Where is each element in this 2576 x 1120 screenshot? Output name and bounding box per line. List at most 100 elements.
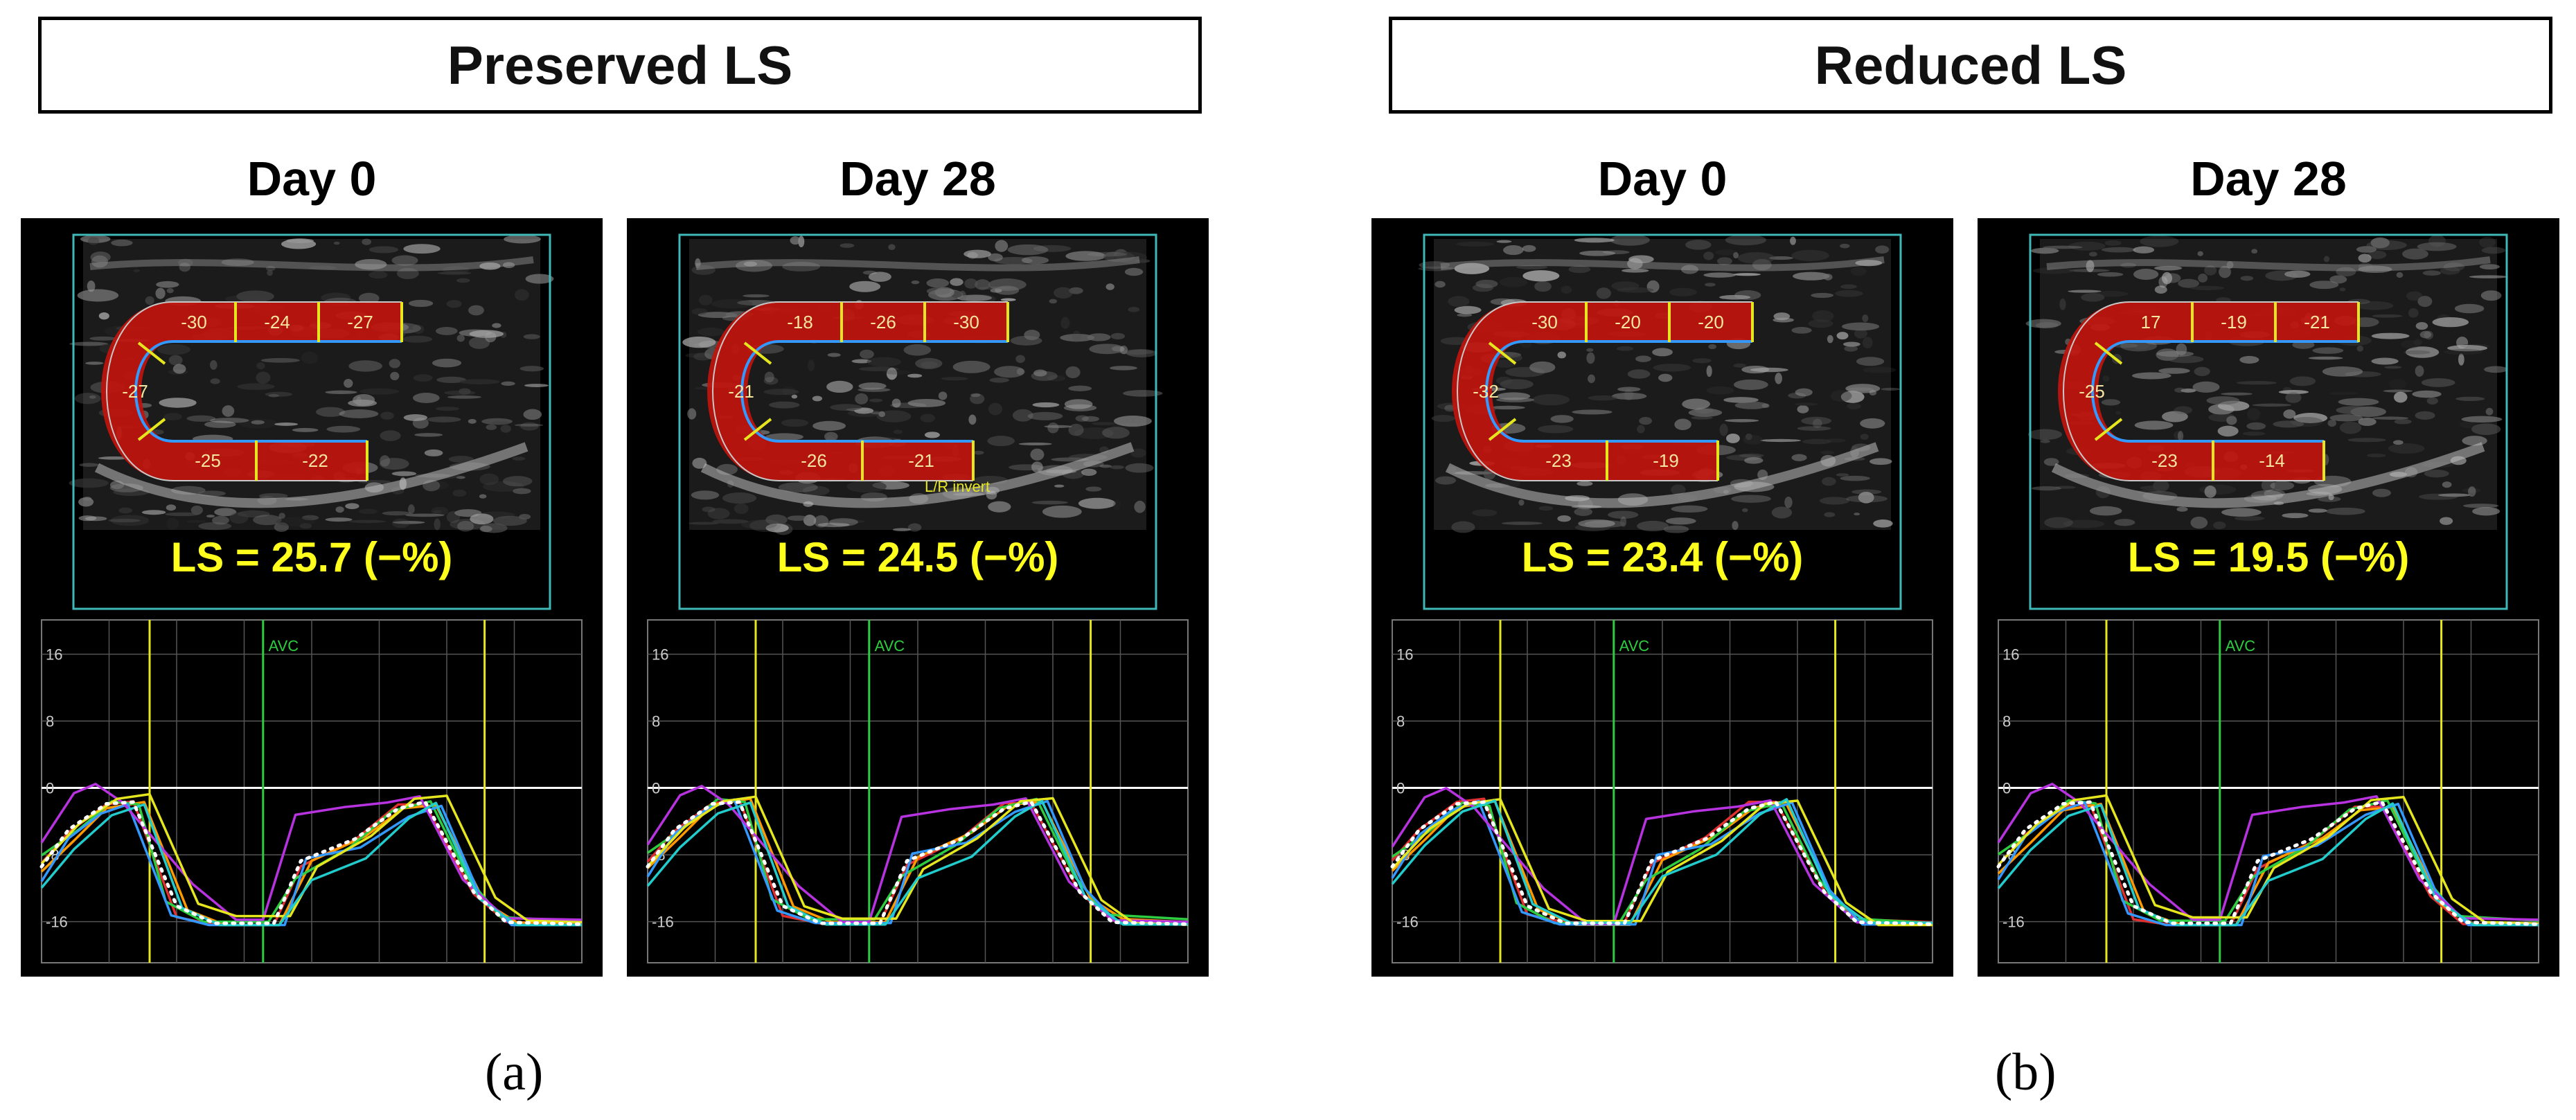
y-tick-label: -16 (2002, 914, 2025, 931)
day-label-reduced-day0: Day 0 (1597, 152, 1727, 206)
day-label-reduced-day28: Day 28 (2190, 152, 2347, 206)
y-tick-label: 16 (2002, 646, 2019, 664)
segment-strain-curve (646, 799, 1188, 926)
tissue-band (1445, 442, 1879, 508)
echo-panel-preserved-day28: -18 -26 -30 -21 -26 -21 L/R invert 16 8 0 -8 -16 AVC… (627, 218, 1209, 977)
segment-strain-value: -25 (2079, 381, 2105, 402)
segment-strain-curve (1391, 787, 1933, 925)
segment-strain-value: -24 (264, 312, 290, 332)
global-strain-curve (646, 799, 1190, 926)
segment-strain-value: -27 (122, 381, 148, 402)
segment-strain-curve (40, 801, 582, 927)
y-tick-label: 0 (2002, 780, 2011, 797)
segment-strain-value: -14 (2259, 450, 2285, 471)
image-frame (678, 233, 1157, 610)
segment-divider (1488, 341, 1517, 365)
segment-strain-value: -18 (787, 312, 813, 332)
y-tick-label: 16 (652, 646, 668, 664)
segment-strain-curve (646, 785, 1189, 923)
segment-strain-value: -32 (1473, 381, 1499, 402)
y-tick-label: 0 (652, 780, 660, 797)
segment-strain-value: -22 (302, 450, 328, 471)
segment-strain-curve (646, 795, 1189, 926)
day-label-preserved-day0: Day 0 (247, 152, 377, 206)
echo-panel-reduced-day0: -30 -20 -20 -32 -23 -19 16 8 0 -8 -16 AVC LS = 23.4… (1371, 218, 1953, 977)
segment-strain-curve (646, 798, 1188, 925)
lv-myocardium-overlay: -30 -24 -27 -27 -25 -22 (101, 301, 403, 481)
group-title-preserved: Preserved LS (447, 34, 793, 96)
segment-strain-value: -19 (1653, 450, 1679, 471)
tissue-band (700, 442, 1135, 508)
segment-strain-value: -21 (908, 450, 934, 471)
segment-strain-value: -26 (870, 312, 896, 332)
segment-divider (2094, 341, 2123, 365)
segment-strain-value: -30 (1531, 312, 1558, 332)
lv-segment-band (2058, 302, 2359, 481)
segment-strain-value: -27 (347, 312, 373, 332)
echo-panel-reduced-day28: 17 -19 -21 -25 -23 -14 16 8 0 -8 -16 AVC LS = 19.5 … (1978, 218, 2559, 977)
image-frame (1423, 233, 1902, 610)
ls-value: LS = 23.4 (−%) (1521, 534, 1804, 580)
segment-strain-curve (1391, 798, 1933, 924)
y-tick-label: 8 (652, 713, 660, 730)
caption-a: (a) (485, 1043, 544, 1101)
segment-strain-curve (1391, 799, 1933, 926)
endocardial-border (2091, 340, 2359, 443)
segment-strain-value: -23 (1545, 450, 1572, 471)
day-label-preserved-day28: Day 28 (840, 152, 996, 206)
ls-value: LS = 25.7 (−%) (170, 534, 453, 580)
group-title-reduced: Reduced LS (1814, 34, 2127, 96)
lv-segment-band (1452, 302, 1752, 481)
avc-label: AVC (875, 637, 905, 655)
global-strain-curve (1996, 799, 2541, 926)
endocardial-border (134, 340, 402, 443)
tissue-band (2051, 442, 2485, 508)
segment-strain-value: -19 (2221, 312, 2247, 332)
epicardial-border (712, 301, 1008, 481)
global-strain-curve (39, 799, 584, 926)
caption-b: (b) (1995, 1043, 2057, 1101)
y-tick-label: -16 (1396, 914, 1419, 931)
ls-value: LS = 24.5 (−%) (776, 534, 1059, 580)
epicardial-border (2063, 301, 2359, 481)
y-tick-label: 0 (46, 780, 54, 797)
y-tick-label: 8 (46, 713, 54, 730)
group-header-preserved: Preserved LS (38, 17, 1202, 114)
lv-myocardium-overlay: -18 -26 -30 -21 -26 -21 (707, 301, 1009, 481)
avc-label: AVC (2226, 637, 2256, 655)
segment-strain-value: -25 (195, 450, 221, 471)
y-tick-label: 16 (1396, 646, 1413, 664)
tissue-band (2046, 256, 2491, 272)
endocardial-border (1485, 340, 1752, 443)
segment-divider (2094, 418, 2123, 441)
y-tick-label: -16 (652, 914, 674, 931)
y-tick-label: 16 (46, 646, 62, 664)
lv-myocardium-overlay: 17 -19 -21 -25 -23 -14 (2058, 301, 2360, 481)
segment-strain-value: 17 (2141, 312, 2161, 332)
y-tick-label: -16 (46, 914, 68, 931)
overlay-label: L/R invert (925, 478, 990, 495)
segment-strain-value: -20 (1615, 312, 1641, 332)
lv-segment-band (707, 302, 1008, 481)
segment-strain-value: -20 (1698, 312, 1724, 332)
segment-strain-curve (1997, 783, 2539, 921)
epicardial-border (1457, 301, 1752, 481)
tissue-band (695, 256, 1140, 272)
segment-strain-curve (40, 783, 583, 921)
y-tick-label: 0 (1396, 780, 1405, 797)
y-tick-label: 8 (1396, 713, 1405, 730)
tissue-band (94, 442, 528, 508)
segment-strain-value: -21 (728, 381, 754, 402)
y-tick-label: 8 (2002, 713, 2011, 730)
lv-myocardium-overlay: -30 -20 -20 -32 -23 -19 (1452, 301, 1754, 481)
segment-divider (1488, 418, 1517, 441)
image-frame (2029, 233, 2508, 610)
group-header-reduced: Reduced LS (1389, 17, 2552, 114)
